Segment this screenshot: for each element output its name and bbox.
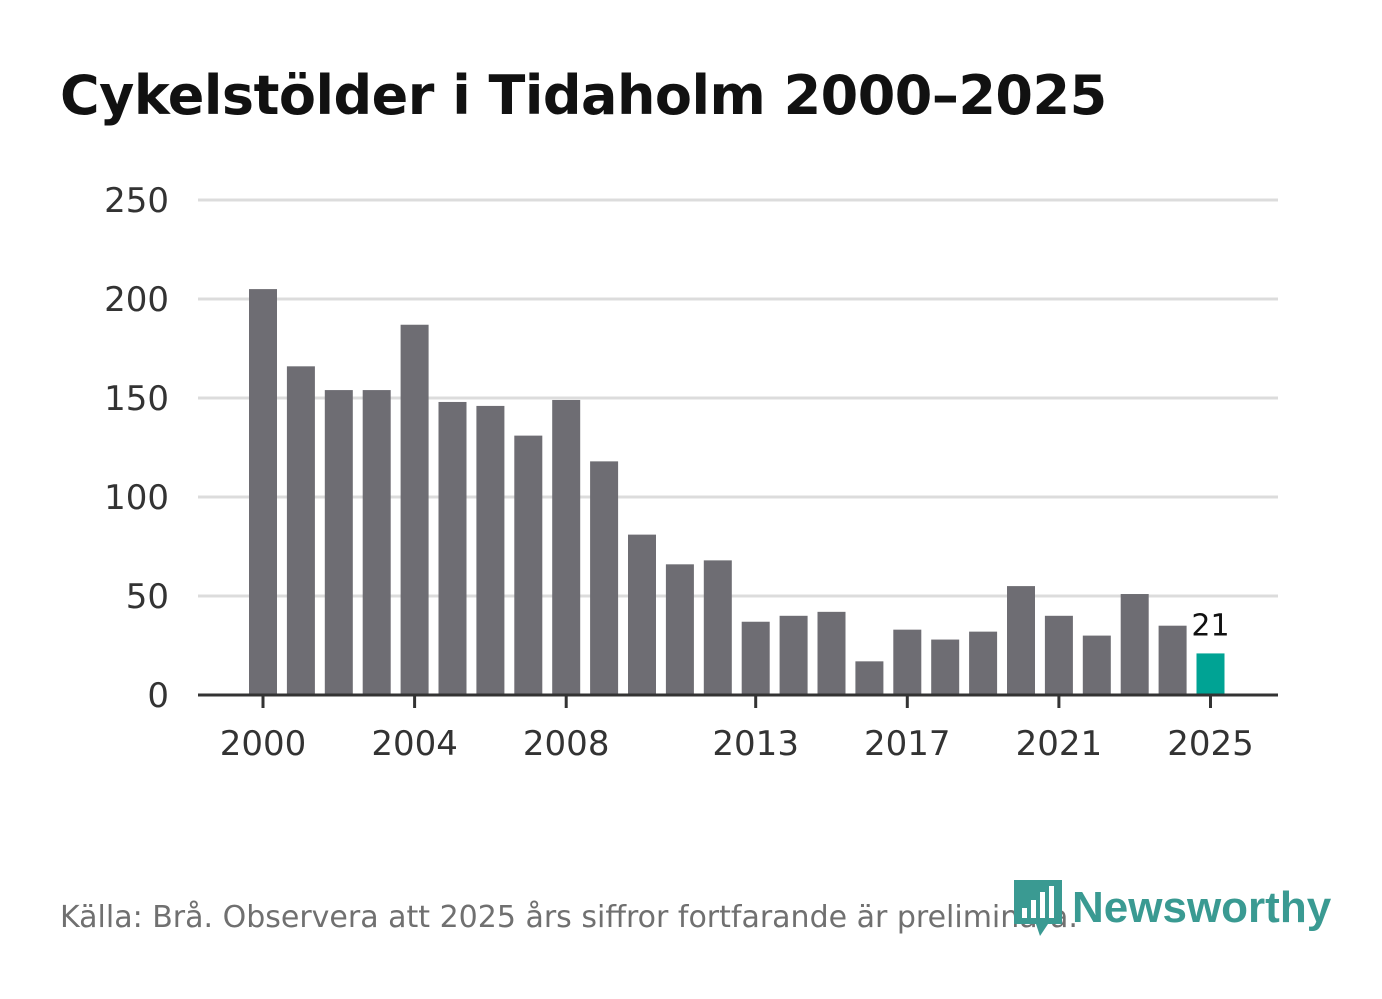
x-tick-label-2017: 2017 [864,724,951,764]
data-label-2025: 21 [1191,608,1229,643]
y-tick-label-150: 150 [104,379,169,419]
y-tick-label-50: 50 [126,577,169,617]
x-tick-label-2013: 2013 [712,724,799,764]
bar-2000 [249,289,277,695]
bar-2015 [817,611,846,695]
bars [249,289,1225,695]
bar-2019 [969,631,998,695]
x-tick-label-2004: 2004 [371,724,458,764]
x-axis-tick-labels: 2000 2004 2008 2013 2017 2021 2025 [220,695,1254,764]
x-tick-label-2021: 2021 [1016,724,1103,764]
y-tick-label-100: 100 [104,478,169,518]
y-tick-label-200: 200 [104,280,169,320]
x-tick-label-2025: 2025 [1167,724,1254,764]
data-labels: 21 [1191,608,1229,643]
bar-2005 [438,401,467,695]
bar-2010 [628,534,656,695]
gridlines [198,198,1278,598]
bar-2002 [324,390,353,695]
bar-2008 [552,399,581,695]
brand-logo[interactable]: Newsworthy [1012,878,1331,938]
bar-2022 [1082,635,1111,695]
bar-2024 [1158,625,1187,695]
bar-2004 [400,324,429,695]
x-tick-label-2000: 2000 [220,724,307,764]
bar-2014 [779,615,808,695]
x-tick-label-2008: 2008 [523,724,610,764]
bar-2012 [703,560,732,695]
source-note: Källa: Brå. Observera att 2025 års siffr… [60,900,1078,935]
bar-2023 [1120,594,1149,695]
y-axis-tick-labels: 0 50 100 150 200 250 [104,181,169,716]
bar-2021 [1044,615,1073,695]
newsworthy-logo-icon [1014,880,1062,936]
chart-title: Cykelstölder i Tidaholm 2000–2025 [60,64,1107,127]
y-tick-label-250: 250 [104,181,169,221]
bar-2003 [362,390,391,695]
bar-2025 [1196,653,1225,695]
bar-2011 [665,564,694,695]
y-tick-label-0: 0 [147,676,169,716]
bar-2018 [931,639,960,695]
bar-2006 [476,405,505,695]
bar-2013 [741,621,770,695]
bar-2017 [893,629,922,695]
brand-name: Newsworthy [1072,883,1332,932]
bar-2007 [514,435,543,695]
bar-2009 [590,461,619,695]
bar-2016 [855,661,884,695]
bar-2020 [1007,586,1035,695]
bar-2001 [286,366,315,695]
